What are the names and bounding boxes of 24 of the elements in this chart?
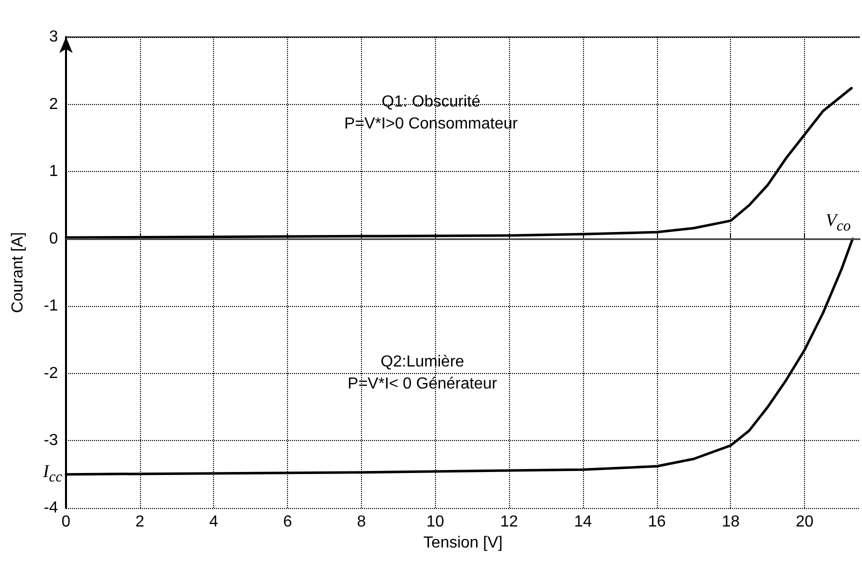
annotation: Q2:Lumière P=V*I< 0 Générateur [348,353,498,392]
x-tick-label: 16 [648,514,666,530]
annotation: V$_{co}$ [826,210,851,236]
annotation: I$_{cc}$ [43,460,62,488]
x-tick-label: 8 [356,514,366,530]
x-tick-label: 12 [500,514,518,530]
x-tick-label: 6 [283,514,292,530]
y-tick-label: 3 [49,28,58,46]
y-tick-label: -4 [44,500,58,516]
y-tick-label: -2 [44,364,58,382]
x-tick-label: 4 [209,514,218,530]
y-tick-label: 1 [49,163,58,180]
x-tick-label: 10 [426,514,444,530]
y-tick-label: -3 [44,432,58,450]
x-tick-label: 14 [574,514,592,530]
x-tick-label: 20 [796,514,814,530]
y-tick-label: 2 [49,96,58,113]
x-tick-label: 2 [135,514,144,530]
x-tick-label: 18 [722,514,740,530]
y-axis-title: Courant [A] [10,232,26,313]
y-tick-label: -1 [44,298,58,315]
x-axis-title: Tension [V] [423,534,503,552]
x-tick-label: 0 [62,514,71,530]
y-tick-label: 0 [49,230,58,248]
